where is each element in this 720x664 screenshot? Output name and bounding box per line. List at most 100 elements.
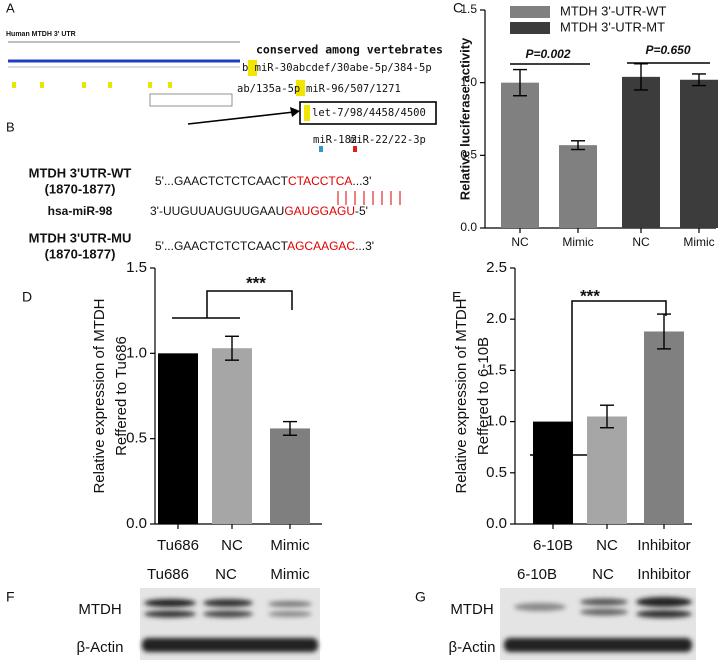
site-label: miR-182: [313, 134, 357, 146]
y-tick-label: 0.0: [126, 515, 147, 532]
y-tick-label: 0.5: [486, 464, 507, 481]
error-bar: [692, 73, 706, 87]
blot-f: [140, 588, 320, 660]
lane-label: Inhibitor: [637, 566, 690, 583]
panel-letter: A: [6, 0, 15, 15]
y-tick-label: 1.0: [126, 344, 147, 361]
legend-swatch: [510, 6, 550, 18]
sequence-part: GAUGGAGU: [284, 204, 355, 218]
error-bar: [571, 140, 585, 151]
bar: [212, 348, 252, 524]
x-tick-label: NC: [632, 235, 650, 249]
y-tick-label: 1.5: [460, 2, 477, 16]
bar: [644, 331, 684, 524]
y-tick-label: 2.0: [486, 310, 507, 327]
y-tick-label: 0.0: [486, 515, 507, 532]
y-axis-label: Relative luciferase activity: [457, 37, 472, 200]
sequence-part: 5'...GAACTCTCTCAACT: [155, 174, 289, 188]
panel-a-graphics: [8, 41, 437, 152]
panel-letter: D: [22, 289, 32, 305]
bar: [501, 82, 539, 229]
sequence-part: -5': [355, 204, 368, 218]
sequence: 5'...GAACTCTCTCAACTCTACCTCA...3': [155, 174, 371, 188]
x-tick-label: Mimic: [270, 537, 310, 554]
y-axis-label: Relative expression of MTDH: [91, 298, 108, 493]
sequence-label: (1870-1877): [45, 246, 116, 261]
sequence-part: ...3': [355, 239, 374, 253]
pairing-lines: [337, 191, 401, 205]
lane-label: Mimic: [270, 566, 310, 583]
x-tick-label: NC: [596, 537, 618, 554]
bar: [158, 353, 198, 524]
gene-label: Human MTDH 3' UTR: [6, 31, 76, 38]
sequence-part: 3'-UUGUUAUGUUGAAU: [150, 204, 284, 218]
x-tick-label: Mimic: [562, 235, 593, 249]
site-label: miR-96/507/1271: [306, 83, 401, 95]
error-bar: [225, 335, 239, 361]
row-label: β-Actin: [77, 639, 124, 656]
y-axis-label: Reffered to 6-10B: [475, 337, 492, 455]
bar: [559, 145, 597, 228]
y-tick-label: 1.5: [486, 361, 507, 378]
sequence-part: AGCAAGAC: [287, 239, 355, 253]
bar: [587, 416, 627, 524]
bar: [680, 79, 718, 228]
y-tick-label: 2.5: [486, 259, 507, 276]
bar: [533, 421, 573, 524]
sequence: 5'...GAACTCTCTCAACTAGCAAGAC...3': [155, 239, 374, 253]
error-bar: [657, 313, 671, 350]
sequence-label: MTDH 3'UTR-MU: [29, 230, 132, 245]
lane-label: NC: [592, 566, 614, 583]
y-tick-label: 0.5: [126, 430, 147, 447]
site-label: let-7/98/4458/4500: [312, 107, 426, 119]
x-tick-label: NC: [511, 235, 529, 249]
bar: [270, 428, 310, 524]
site-label: miR-22/22-3p: [350, 134, 426, 146]
y-axis-label: Reffered to Tu686: [113, 336, 130, 456]
lane-label: Tu686: [147, 566, 189, 583]
lane-label: NC: [215, 566, 237, 583]
row-label: MTDH: [450, 601, 493, 618]
y-tick-label: 1.0: [460, 75, 477, 89]
blot-g: [500, 588, 696, 660]
error-bar: [513, 68, 527, 97]
x-tick-label: Tu686: [157, 537, 199, 554]
annotation: P=0.002: [525, 47, 570, 61]
annotation: ***: [246, 273, 266, 292]
sequence-label: (1870-1877): [45, 181, 116, 196]
x-tick-label: 6-10B: [533, 537, 573, 554]
panel-letter: C: [453, 0, 463, 16]
legend-label: MTDH 3'-UTR-MT: [560, 19, 665, 34]
y-axis-label: Relative expression of MTDH: [453, 298, 470, 493]
site-label: ab/135a-5p: [237, 83, 300, 95]
annotation: ***: [580, 286, 600, 305]
y-tick-label: 1.0: [486, 413, 507, 430]
y-tick-label: 0.0: [460, 220, 477, 234]
panel-letter: G: [415, 589, 426, 605]
sequence-part: CTACCTCA: [288, 174, 352, 188]
legend-swatch: [510, 22, 550, 34]
sequence-label: MTDH 3'UTR-WT: [29, 165, 132, 180]
sequence-part: ...3': [352, 174, 371, 188]
row-label: MTDH: [78, 601, 121, 618]
heading: conserved among vertebrates: [256, 43, 443, 57]
x-tick-label: NC: [221, 537, 243, 554]
panel-letter: B: [6, 119, 15, 134]
sequence: 3'-UUGUUAUGUUGAAUGAUGGAGU-5': [150, 204, 368, 218]
y-tick-label: 0.5: [460, 148, 477, 162]
error-bar: [634, 63, 648, 91]
panel-letter: E: [452, 289, 461, 305]
bar: [622, 76, 660, 228]
x-tick-label: Inhibitor: [637, 537, 690, 554]
legend-label: MTDH 3'-UTR-WT: [560, 3, 667, 18]
site-label: b miR-30abcdef/30abe-5p/384-5p: [242, 62, 432, 74]
panel-letter: F: [6, 589, 15, 605]
sequence-part: 5'...GAACTCTCTCAACT: [155, 239, 289, 253]
x-tick-label: Mimic: [683, 235, 714, 249]
error-bar: [283, 420, 297, 436]
error-bar: [600, 404, 614, 429]
row-label: β-Actin: [449, 639, 496, 656]
lane-label: 6-10B: [517, 566, 557, 583]
sequence-label: hsa-miR-98: [48, 204, 113, 218]
